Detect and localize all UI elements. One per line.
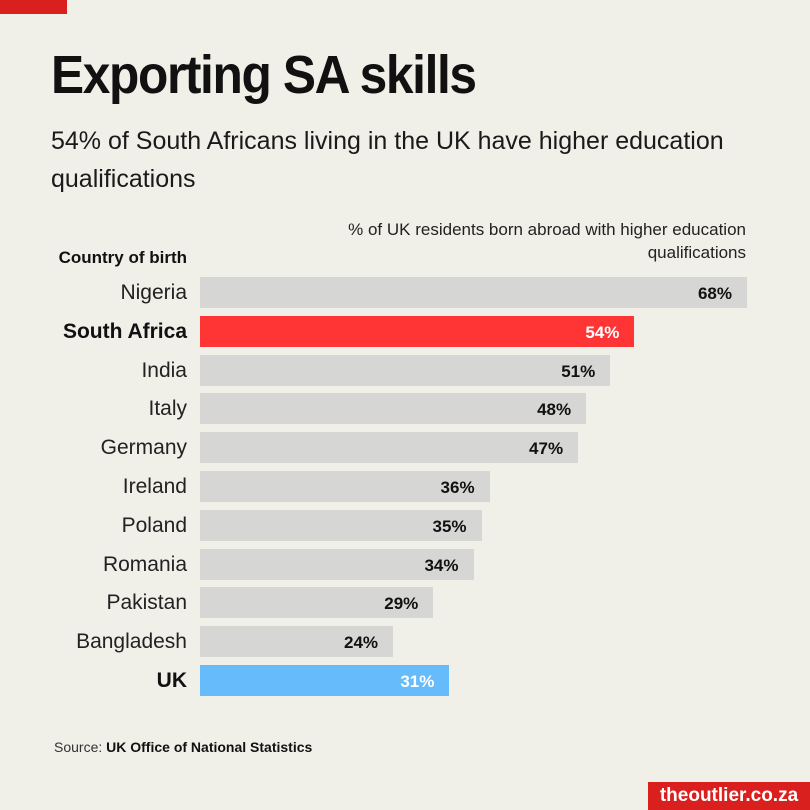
value-label: 48%	[537, 400, 572, 420]
category-label: Poland	[121, 513, 187, 537]
x-axis-label: % of UK residents born abroad with highe…	[348, 220, 746, 262]
bar	[200, 432, 579, 464]
category-label: India	[141, 358, 187, 382]
bar	[200, 393, 587, 425]
value-label: 36%	[440, 478, 475, 497]
value-label: 29%	[384, 594, 419, 614]
category-label: Pakistan	[106, 591, 187, 615]
bar-row: UK 31%	[0, 665, 810, 696]
category-label: Bangladesh	[76, 630, 187, 654]
chart-subtitle: 54% of South Africans living in the UK h…	[51, 127, 724, 193]
bar	[200, 509, 482, 541]
bar-row: Bangladesh 24%	[0, 626, 810, 658]
bar	[200, 315, 635, 347]
bar-row: Italy 48%	[0, 393, 810, 425]
value-label: 34%	[424, 555, 459, 575]
bar-row: Germany 47%	[0, 432, 810, 464]
bar	[200, 354, 611, 386]
chart-title: Exporting SA skills	[51, 45, 477, 105]
category-label: South Africa	[62, 319, 187, 343]
category-label: UK	[156, 669, 187, 692]
bar-row: Ireland 36%	[0, 471, 810, 502]
value-label: 51%	[561, 361, 596, 381]
y-axis-label: Country of birth	[58, 248, 187, 267]
source-note: Source: UK Office of National Statistics	[54, 739, 312, 755]
value-label: 31%	[400, 672, 435, 691]
source-name: UK Office of National Statistics	[106, 739, 313, 755]
brand-badge[interactable]: theoutlier.co.za	[648, 782, 810, 810]
value-label: 54%	[585, 322, 620, 342]
accent-bar	[0, 0, 67, 14]
bar	[200, 471, 490, 502]
category-label: Nigeria	[120, 281, 187, 304]
bar	[200, 626, 394, 658]
bar-row: Poland 35%	[0, 509, 810, 541]
category-label: Germany	[100, 436, 187, 460]
bar-row: Nigeria 68%	[0, 277, 810, 308]
category-label: Romania	[102, 552, 187, 576]
bar-row: India 51%	[0, 354, 810, 386]
bar	[200, 587, 434, 619]
bar-row: Pakistan 29%	[0, 587, 810, 619]
value-label: 24%	[344, 633, 379, 653]
category-label: Italy	[148, 397, 187, 421]
bar	[200, 665, 450, 696]
bar	[200, 548, 474, 580]
bar-row: Romania 34%	[0, 548, 810, 580]
source-prefix: Source:	[54, 739, 103, 755]
category-label: Ireland	[122, 475, 187, 498]
value-label: 47%	[529, 439, 564, 459]
value-label: 35%	[432, 516, 467, 536]
value-label: 68%	[697, 284, 732, 303]
bar-row: South Africa 54%	[0, 315, 810, 347]
bar	[200, 277, 747, 308]
